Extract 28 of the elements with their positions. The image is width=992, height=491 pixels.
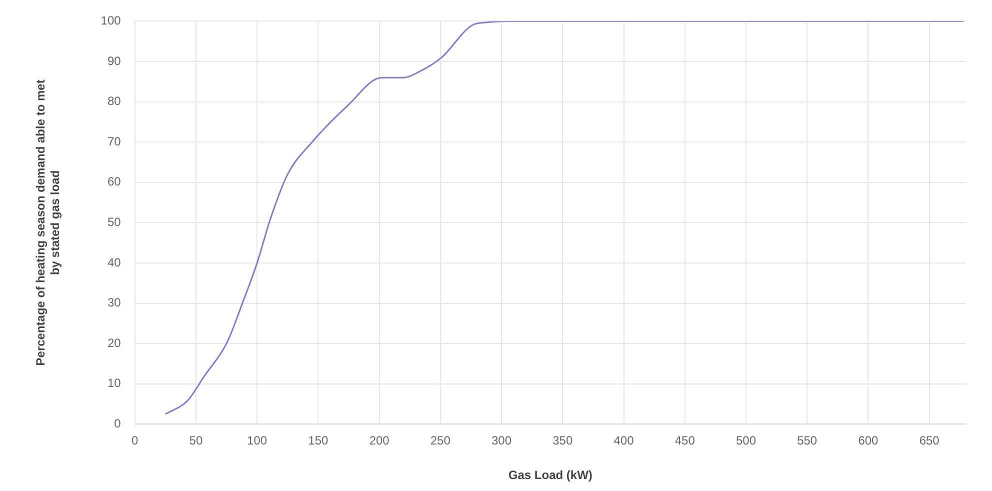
x-axis-title: Gas Load (kW) <box>508 468 592 482</box>
x-tick-label: 100 <box>247 434 268 448</box>
x-tick-label: 550 <box>797 434 818 448</box>
y-tick-label: 60 <box>107 174 122 189</box>
x-tick-label: 500 <box>736 434 756 448</box>
y-axis-title: Percentage of heating season demand able to met by stated gas load <box>34 80 62 366</box>
y-tick-label: 40 <box>107 255 122 270</box>
x-tick-label: 350 <box>552 434 573 448</box>
x-tick-label: 250 <box>430 434 451 448</box>
x-tick-label: 150 <box>308 434 328 448</box>
x-tick-label: 50 <box>189 434 203 448</box>
line-series <box>164 21 964 415</box>
y-tick-label: 90 <box>107 54 122 68</box>
y-tick-label: 70 <box>107 134 122 148</box>
x-tick-label: 300 <box>492 434 512 448</box>
x-tick-label: 450 <box>674 434 696 448</box>
y-tick-label: 100 <box>100 14 122 28</box>
x-tick-label: 0 <box>131 434 138 448</box>
x-tick-label: 400 <box>614 434 634 448</box>
y-tick-label: 80 <box>107 94 122 108</box>
y-tick-label: 50 <box>107 215 122 230</box>
y-tick-label: 30 <box>107 296 122 310</box>
x-tick-label: 600 <box>858 434 879 448</box>
x-tick-label: 200 <box>369 434 390 448</box>
y-tick-label: 0 <box>114 416 122 431</box>
x-tick-label: 650 <box>919 434 940 448</box>
y-tick-label: 20 <box>107 336 122 350</box>
y-tick-label: 10 <box>107 376 122 390</box>
